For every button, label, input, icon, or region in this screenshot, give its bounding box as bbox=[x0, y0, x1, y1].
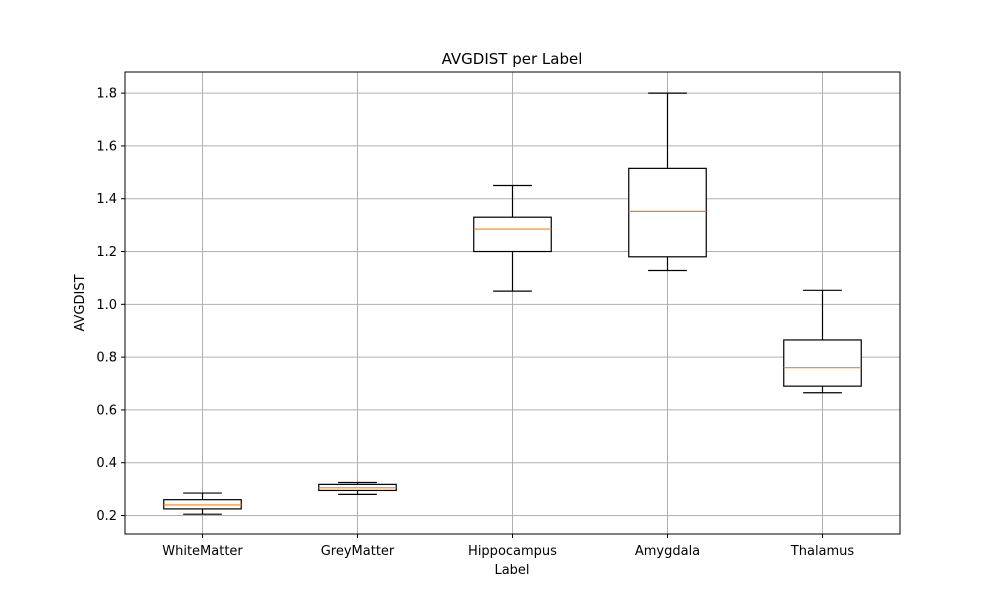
x-tick-label: GreyMatter bbox=[321, 544, 395, 559]
y-tick-label: 1.0 bbox=[96, 298, 117, 313]
x-axis-ticks: WhiteMatter GreyMatter Hippocampus Amygdala… bbox=[162, 534, 854, 559]
x-tick-label: Amygdala bbox=[635, 544, 700, 559]
grid-layer bbox=[125, 72, 900, 534]
iqr-box bbox=[783, 339, 862, 387]
y-axis-ticks: 0.2 0.4 0.6 0.8 1.0 1.2 1.4 1.6 1.8 bbox=[96, 87, 125, 524]
x-tick-label: Thalamus bbox=[790, 544, 855, 559]
y-tick-label: 0.8 bbox=[96, 351, 117, 366]
box-greymatter bbox=[318, 481, 397, 495]
chart-title: AVGDIST per Label bbox=[442, 50, 583, 68]
y-tick-label: 0.6 bbox=[96, 403, 117, 418]
y-tick-label: 0.2 bbox=[96, 509, 117, 524]
y-tick-label: 1.2 bbox=[96, 245, 117, 260]
x-tick-label: WhiteMatter bbox=[162, 544, 243, 559]
y-tick-label: 1.4 bbox=[96, 192, 117, 207]
y-tick-label: 1.8 bbox=[96, 87, 117, 102]
box-amygdala bbox=[628, 92, 707, 272]
x-tick-label: Hippocampus bbox=[468, 544, 557, 559]
box-hippocampus bbox=[473, 184, 552, 292]
y-axis-label: AVGDIST bbox=[73, 274, 88, 331]
box-whitematter bbox=[163, 492, 242, 515]
box-thalamus bbox=[783, 289, 862, 394]
iqr-box bbox=[628, 167, 707, 258]
y-tick-label: 0.4 bbox=[96, 456, 117, 471]
y-tick-label: 1.6 bbox=[96, 139, 117, 154]
x-axis-label: Label bbox=[494, 563, 529, 578]
iqr-box bbox=[473, 216, 552, 253]
box-layer bbox=[163, 92, 862, 515]
iqr-box bbox=[163, 499, 242, 510]
